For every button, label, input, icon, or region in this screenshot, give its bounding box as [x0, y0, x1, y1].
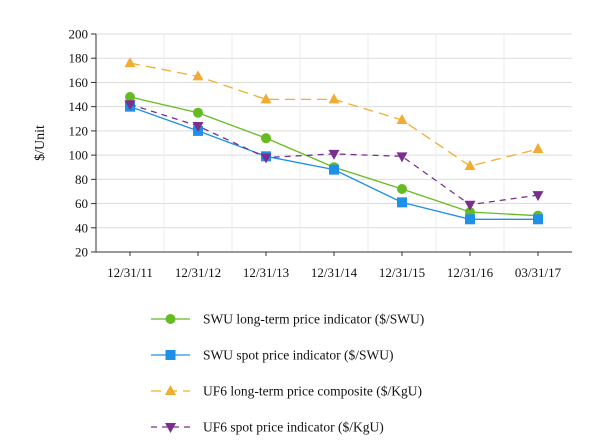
legend-item: SWU spot price indicator ($/SWU) — [151, 348, 393, 363]
data-point — [124, 57, 136, 68]
y-tick-labels: 20 40 60 80 100 120 140 160 180 200 — [69, 27, 89, 260]
x-tick-label: 12/31/12 — [175, 265, 221, 280]
x-tick-labels: 12/31/11 12/31/12 12/31/13 12/31/14 12/31/15… — [107, 265, 561, 280]
axes — [95, 34, 572, 256]
series-4 — [124, 100, 544, 211]
y-axis-label: $/Unit — [33, 125, 48, 161]
y-tick-label: 120 — [69, 123, 89, 138]
data-point — [192, 122, 204, 133]
y-tick-label: 80 — [75, 172, 88, 187]
x-tick-label: 12/31/11 — [107, 265, 153, 280]
legend-item: UF6 long-term price composite ($/KgU) — [151, 384, 422, 399]
legend-item: UF6 spot price indicator ($/KgU) — [151, 420, 384, 435]
data-point — [193, 107, 203, 118]
series-3 — [124, 57, 544, 171]
y-tick-label: 100 — [69, 148, 89, 163]
data-point — [532, 191, 544, 202]
data-point — [396, 152, 408, 163]
x-tick-label: 03/31/17 — [515, 265, 562, 280]
y-tick-label: 60 — [75, 196, 88, 211]
data-point — [124, 100, 136, 111]
data-point — [464, 160, 476, 171]
legend-marker — [165, 423, 176, 433]
legend-label: SWU long-term price indicator ($/SWU) — [203, 312, 424, 327]
legend-marker — [165, 350, 176, 360]
y-tick-label: 140 — [69, 99, 89, 114]
x-tick-label: 12/31/13 — [243, 265, 289, 280]
data-point — [533, 214, 543, 225]
grid-lines — [91, 33, 572, 253]
legend: SWU long-term price indicator ($/SWU) SWU… — [151, 312, 424, 435]
y-tick-label: 180 — [69, 51, 89, 66]
x-tick-label: 12/31/14 — [311, 265, 358, 280]
series-layer — [124, 57, 544, 225]
data-point — [397, 184, 407, 195]
data-point — [464, 200, 476, 211]
x-tick-label: 12/31/15 — [379, 265, 425, 280]
data-point — [397, 197, 407, 208]
y-tick-label: 160 — [69, 75, 89, 90]
legend-marker — [165, 385, 176, 395]
data-point — [260, 93, 272, 104]
y-tick-label: 20 — [75, 245, 88, 260]
legend-marker — [165, 314, 176, 324]
data-point — [328, 93, 340, 104]
data-point — [329, 164, 339, 175]
legend-item: SWU long-term price indicator ($/SWU) — [151, 312, 424, 327]
data-point — [532, 143, 544, 154]
legend-label: UF6 long-term price composite ($/KgU) — [203, 384, 422, 399]
y-tick-label: 200 — [69, 27, 89, 42]
data-point — [125, 91, 135, 102]
y-tick-label: 40 — [75, 220, 88, 235]
legend-label: UF6 spot price indicator ($/KgU) — [203, 420, 384, 435]
data-point — [396, 113, 408, 124]
data-point — [328, 149, 340, 160]
data-point — [261, 133, 271, 144]
data-point — [192, 70, 204, 81]
legend-label: SWU spot price indicator ($/SWU) — [203, 348, 393, 363]
data-point — [465, 214, 475, 225]
data-point — [260, 153, 272, 164]
x-tick-label: 12/31/16 — [447, 265, 494, 280]
